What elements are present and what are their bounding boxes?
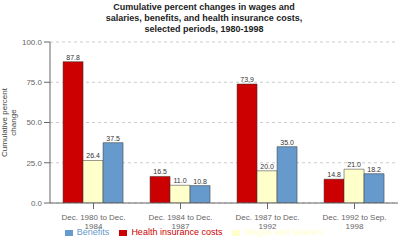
svg-text:100.0: 100.0 <box>22 38 43 47</box>
svg-text:73.9: 73.9 <box>240 76 254 83</box>
svg-text:Dec. 1984 to Dec.1987: Dec. 1984 to Dec.1987 <box>148 213 212 231</box>
svg-text:25.0: 25.0 <box>26 159 42 168</box>
svg-text:11.0: 11.0 <box>173 177 186 184</box>
svg-text:21.0: 21.0 <box>347 161 361 168</box>
svg-text:87.8: 87.8 <box>66 54 80 61</box>
svg-text:20.0: 20.0 <box>260 163 274 170</box>
svg-text:26.4: 26.4 <box>86 152 100 159</box>
svg-text:50.0: 50.0 <box>26 118 42 127</box>
svg-text:Dec. 1980 to Dec.1984: Dec. 1980 to Dec.1984 <box>61 213 125 231</box>
svg-text:18.2: 18.2 <box>367 166 381 173</box>
svg-text:16.5: 16.5 <box>153 168 167 175</box>
svg-text:10.8: 10.8 <box>193 178 207 185</box>
svg-text:0.0: 0.0 <box>31 199 43 208</box>
svg-text:37.5: 37.5 <box>106 135 120 142</box>
svg-text:Dec. 1992 to Sep.1998: Dec. 1992 to Sep.1998 <box>322 213 386 231</box>
svg-text:35.0: 35.0 <box>280 139 294 146</box>
svg-text:14.8: 14.8 <box>327 171 341 178</box>
svg-text:Dec. 1987 to Dec.1992: Dec. 1987 to Dec.1992 <box>235 213 299 231</box>
svg-text:75.0: 75.0 <box>26 78 42 87</box>
svg-text:Cumulative percentchange: Cumulative percentchange <box>8 87 18 157</box>
